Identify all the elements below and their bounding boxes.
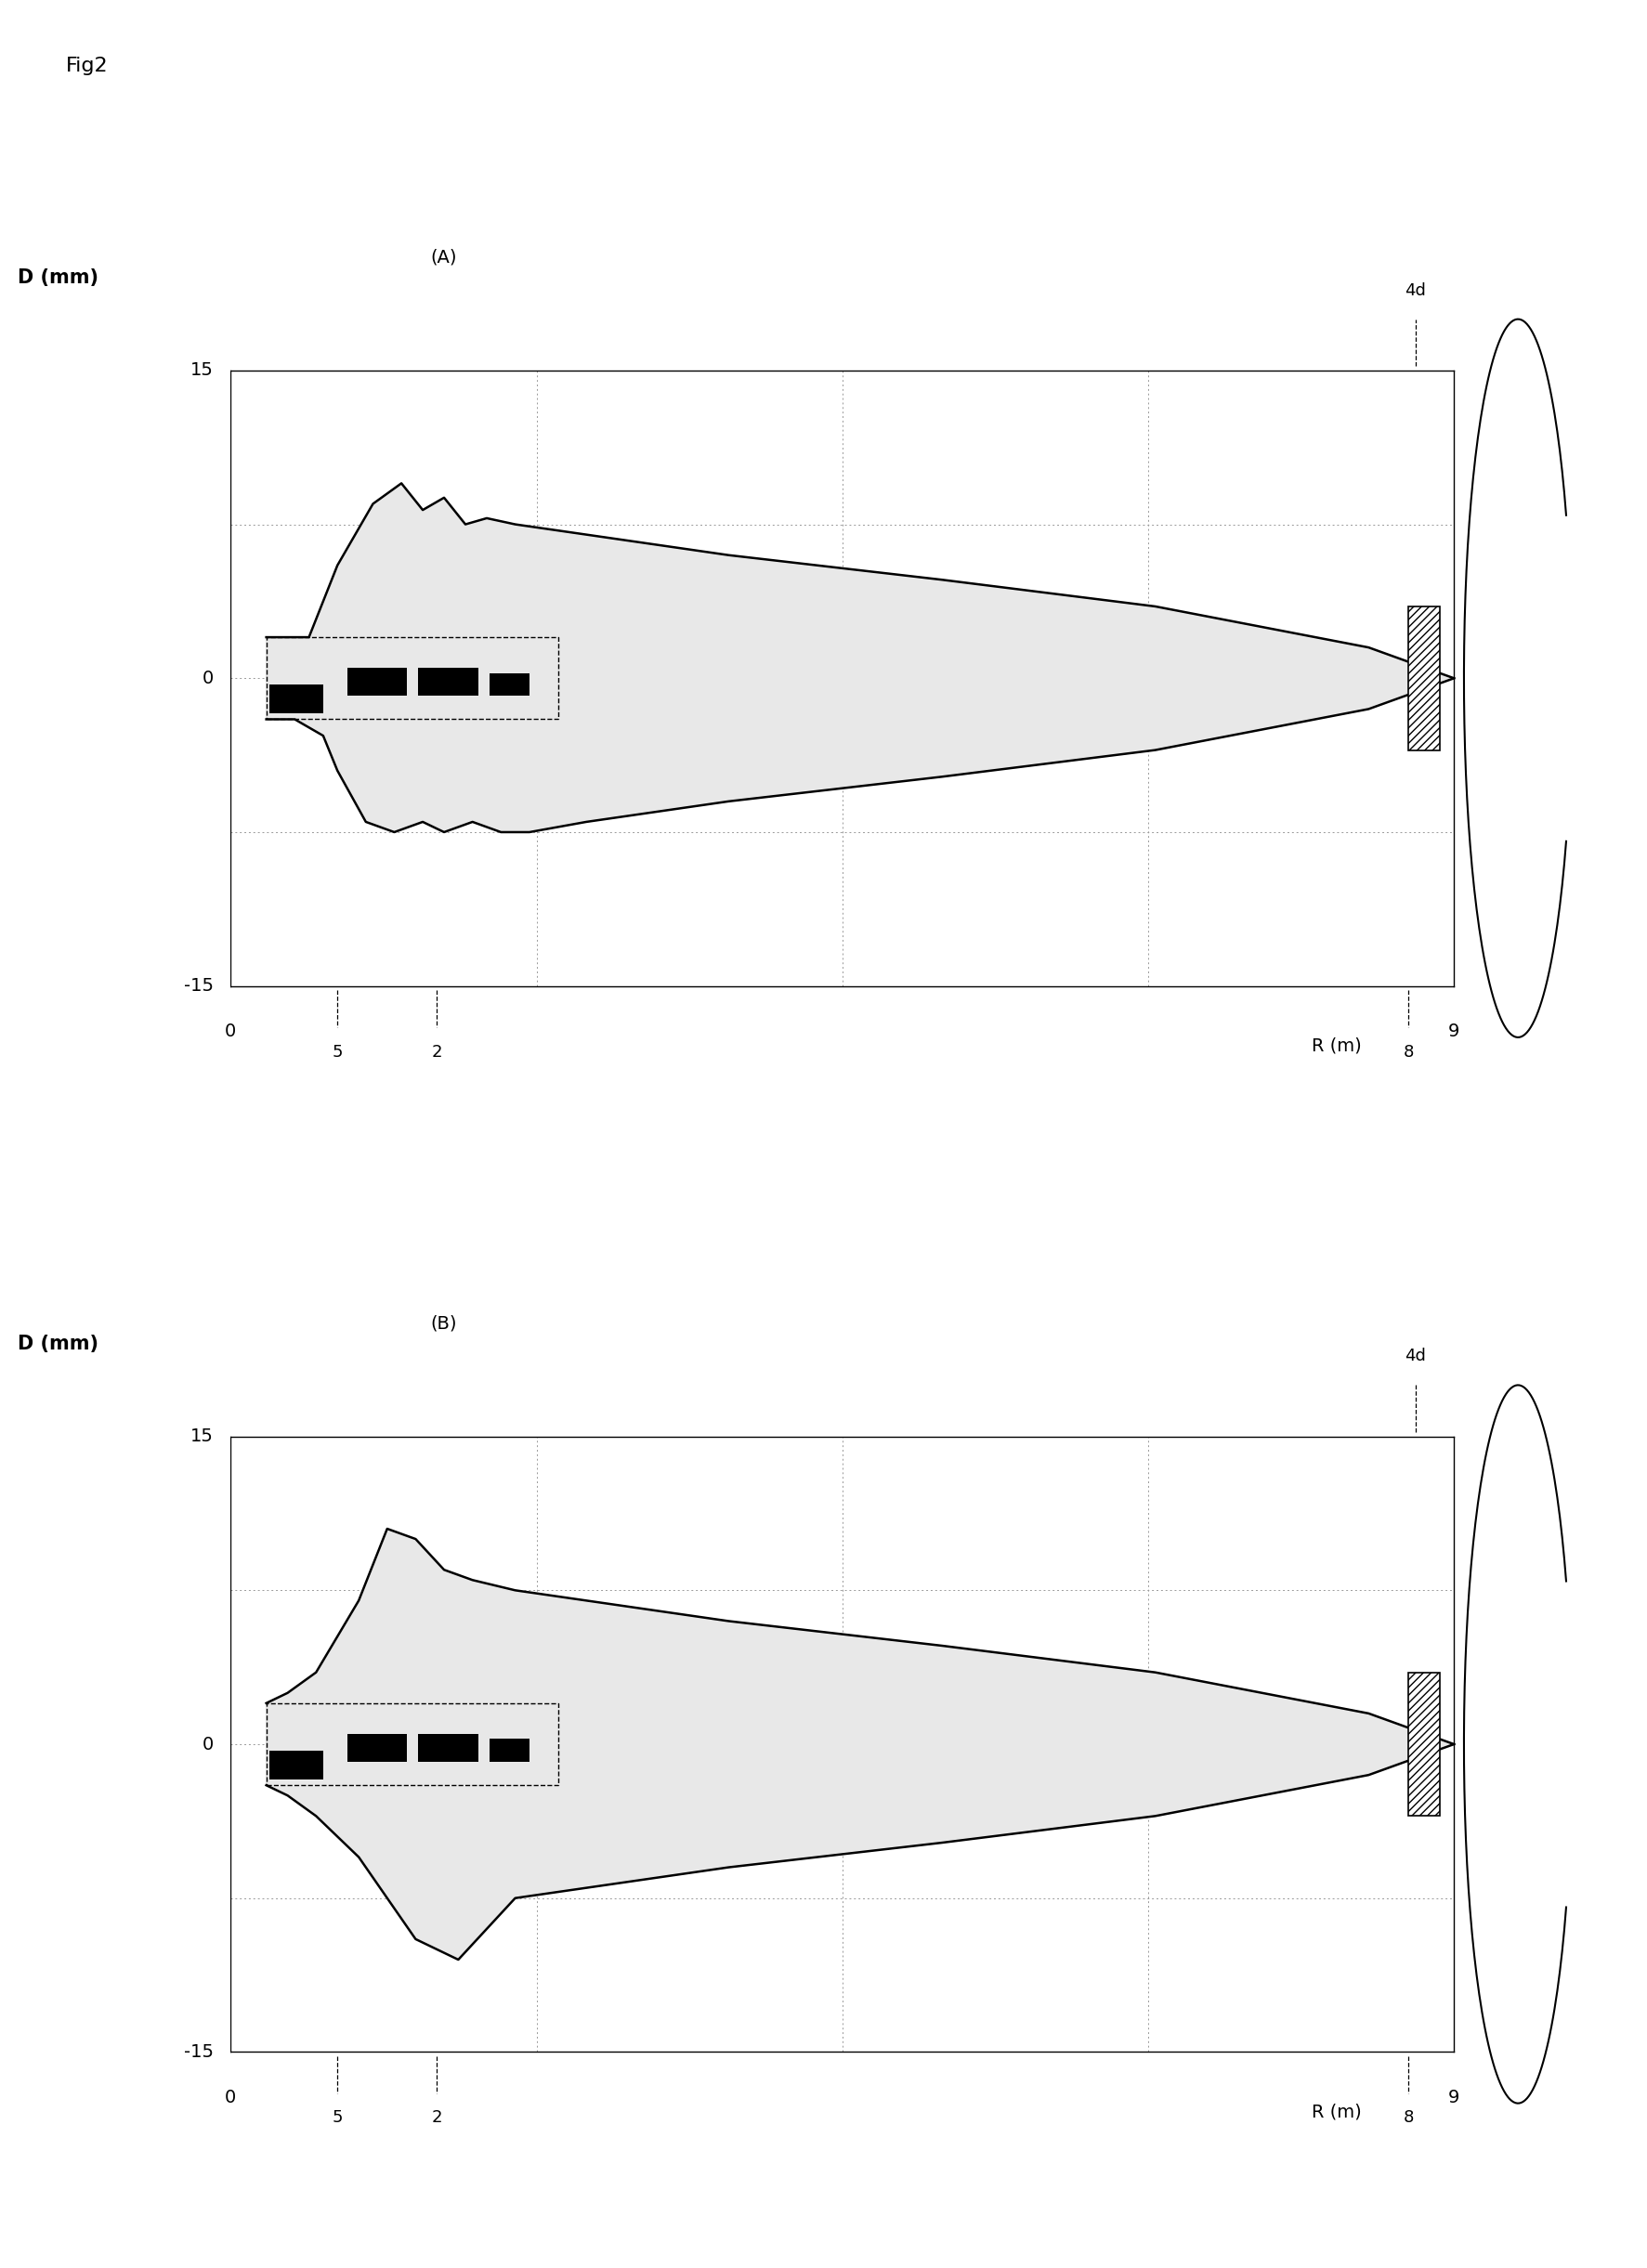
Bar <box>418 669 478 696</box>
Text: 9: 9 <box>1448 1023 1459 1041</box>
Text: 2: 2 <box>432 1043 441 1059</box>
Bar <box>268 685 323 712</box>
Text: 15: 15 <box>191 361 214 379</box>
Text: 0: 0 <box>203 669 214 687</box>
Text: (A): (A) <box>430 249 458 265</box>
Text: D (mm): D (mm) <box>18 270 99 288</box>
Text: Fig2: Fig2 <box>66 57 109 75</box>
Text: 0: 0 <box>226 2089 236 2107</box>
Text: 8: 8 <box>1402 1043 1413 1059</box>
Bar <box>348 1735 407 1762</box>
Text: 4d: 4d <box>1405 281 1425 299</box>
Bar <box>267 637 558 719</box>
Polygon shape <box>267 1529 1453 1960</box>
Bar <box>489 1740 529 1762</box>
Text: 15: 15 <box>191 1427 214 1445</box>
Text: -15: -15 <box>184 2043 214 2062</box>
Text: 4d: 4d <box>1405 1347 1425 1365</box>
Polygon shape <box>267 1529 1453 1960</box>
Text: 0: 0 <box>203 1735 214 1753</box>
Bar <box>1408 1672 1439 1817</box>
Text: R (m): R (m) <box>1311 1036 1360 1055</box>
Bar <box>267 1703 558 1785</box>
Polygon shape <box>267 483 1453 832</box>
Bar <box>489 674 529 696</box>
Text: 8: 8 <box>1402 2109 1413 2125</box>
Bar <box>418 1735 478 1762</box>
Bar <box>348 669 407 696</box>
Text: D (mm): D (mm) <box>18 1336 99 1354</box>
Text: (B): (B) <box>430 1315 458 1331</box>
Text: 9: 9 <box>1448 2089 1459 2107</box>
Text: 0: 0 <box>226 1023 236 1041</box>
Bar <box>268 1751 323 1778</box>
Polygon shape <box>267 483 1453 832</box>
Text: R (m): R (m) <box>1311 2102 1360 2121</box>
Bar <box>1408 606 1439 751</box>
Text: 5: 5 <box>331 1043 343 1059</box>
Text: 5: 5 <box>331 2109 343 2125</box>
Text: 2: 2 <box>432 2109 441 2125</box>
Text: -15: -15 <box>184 978 214 996</box>
